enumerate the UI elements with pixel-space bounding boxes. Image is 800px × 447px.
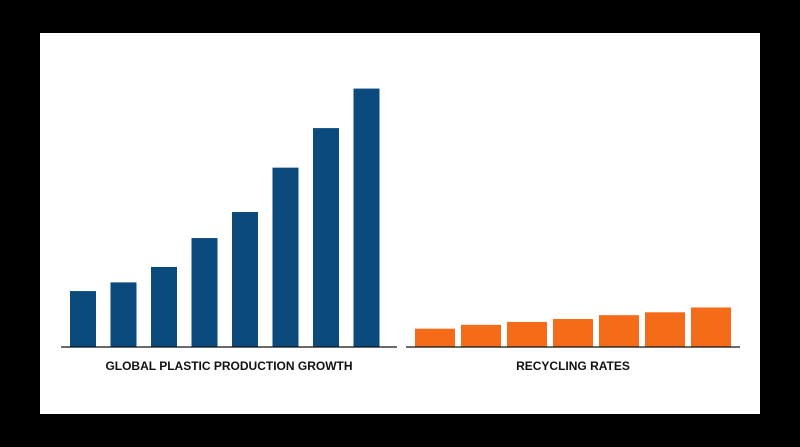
recycling-bar-1 (415, 328, 455, 347)
production-bar-7 (313, 128, 339, 347)
production-bar-1 (70, 291, 96, 347)
production-bar-3 (151, 266, 177, 347)
production-bars (70, 88, 380, 348)
recycling-bar-3 (507, 321, 547, 347)
production-bar-8 (353, 88, 380, 348)
production-chart-title: GLOBAL PLASTIC PRODUCTION GROWTH (105, 359, 352, 373)
recycling-bar-2 (461, 324, 501, 347)
chart-canvas: GLOBAL PLASTIC PRODUCTION GROWTH RECYCLI… (61, 88, 740, 373)
recycling-bar-6 (645, 312, 685, 347)
chart-frame: GLOBAL PLASTIC PRODUCTION GROWTH RECYCLI… (40, 33, 760, 414)
recycling-chart-title: RECYCLING RATES (516, 359, 630, 373)
production-bar-4 (191, 238, 218, 347)
production-chart: GLOBAL PLASTIC PRODUCTION GROWTH (61, 88, 397, 373)
production-bar-6 (272, 167, 299, 347)
recycling-bars (415, 307, 731, 347)
recycling-chart: RECYCLING RATES (406, 307, 740, 373)
recycling-bar-5 (599, 315, 639, 347)
production-bar-2 (110, 282, 137, 347)
production-bar-5 (232, 212, 258, 347)
recycling-bar-4 (553, 319, 593, 347)
recycling-bar-7 (691, 307, 731, 347)
